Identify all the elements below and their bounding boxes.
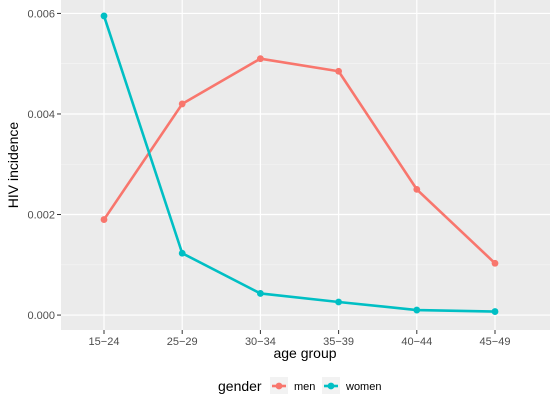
x-tick-label: 40−44 [401, 336, 432, 348]
legend-key-point-men [275, 382, 283, 390]
data-point-women [178, 249, 186, 257]
x-tick-label: 30−34 [245, 336, 276, 348]
data-point-women [413, 306, 421, 314]
axis-ticks [57, 12, 496, 334]
legend: gender men women [218, 377, 381, 394]
data-point-men [178, 100, 186, 108]
data-point-women [491, 308, 499, 315]
legend-label-men: men [294, 381, 315, 393]
series-line-men [102, 57, 496, 265]
data-point-men [413, 185, 421, 193]
y-axis-title: HIV incidence [5, 122, 21, 209]
data-point-women [100, 12, 108, 20]
major-gridlines [61, 0, 550, 330]
x-tick-label: 25−29 [167, 336, 198, 348]
data-point-men [257, 55, 264, 63]
data-point-men [100, 216, 108, 223]
y-tick-label: 0.002 [27, 210, 55, 222]
legend-label-women: women [345, 381, 381, 393]
series-line-women [102, 15, 496, 313]
y-tick-label: 0.000 [27, 310, 55, 322]
y-tick-label: 0.004 [27, 109, 55, 121]
plot-panel [61, 0, 550, 330]
legend-key-point-women [327, 382, 335, 390]
data-point-men [335, 67, 342, 75]
x-tick-label: 45−49 [480, 336, 511, 348]
y-tick-label: 0.006 [27, 8, 55, 20]
data-point-women [257, 290, 264, 297]
legend-keys [270, 377, 340, 394]
data-point-women [335, 298, 342, 306]
tick-labels: 0.000 0.002 0.004 0.006 15−24 25−29 30−34 35−39… [27, 8, 510, 348]
x-axis-title: age group [273, 345, 336, 361]
series-layer [100, 12, 499, 315]
data-point-men [491, 259, 499, 267]
x-tick-label: 35−39 [323, 336, 354, 348]
legend-title: gender [218, 378, 262, 394]
x-tick-label: 15−24 [89, 336, 120, 348]
